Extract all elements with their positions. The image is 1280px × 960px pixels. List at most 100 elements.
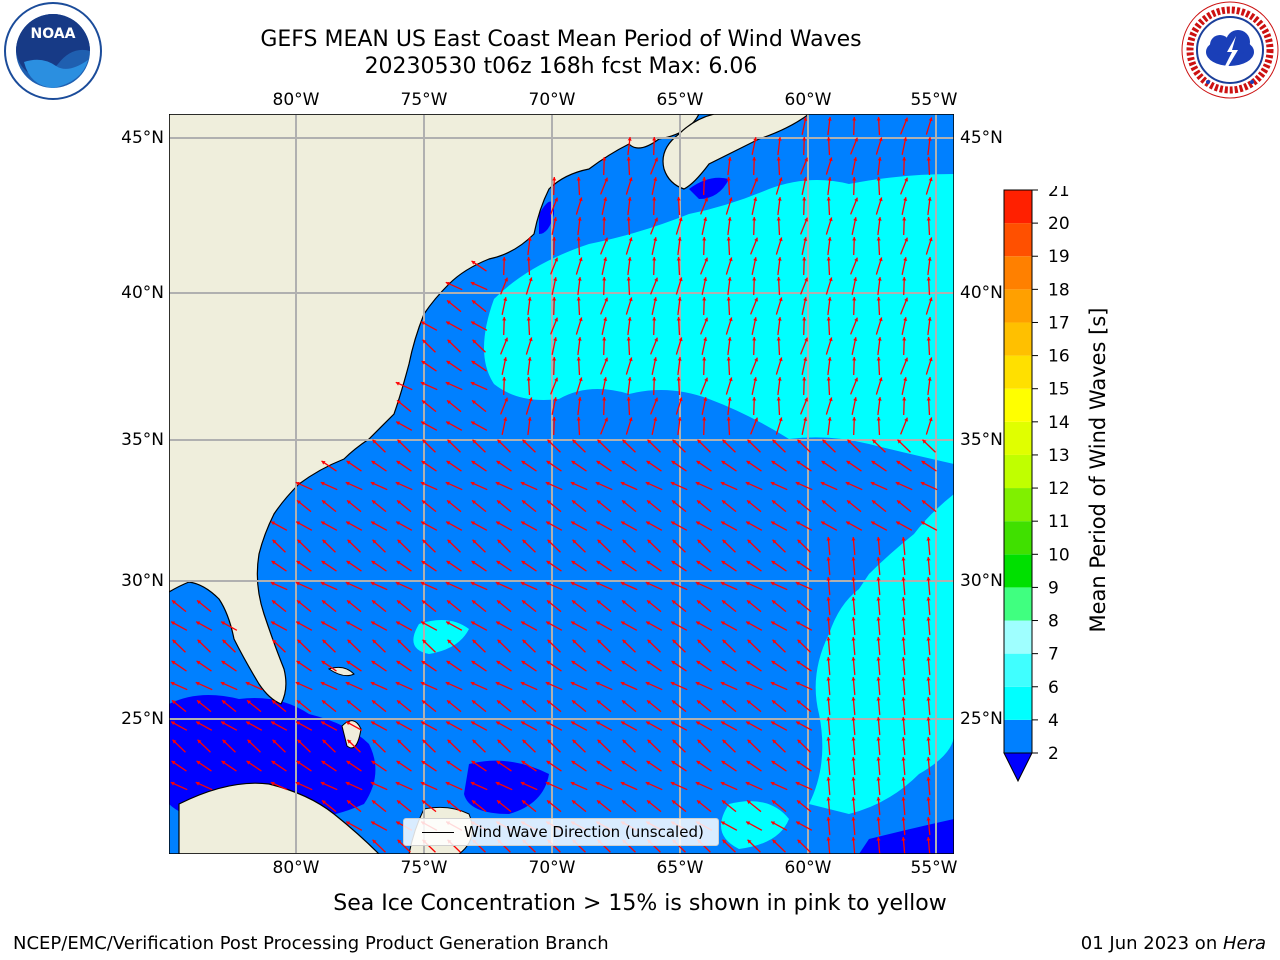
wave-arrow-head	[447, 339, 452, 344]
wave-arrow-head	[672, 600, 676, 605]
wave-arrow-head	[597, 500, 601, 505]
wave-arrow-head	[472, 739, 477, 744]
lon-tick-top-65w: 65°W	[656, 90, 704, 110]
wave-arrow-head	[471, 660, 476, 665]
colorbar-cell	[1004, 256, 1032, 290]
wave-arrow-head	[521, 721, 526, 726]
wave-arrow-head	[752, 157, 757, 161]
wave-arrow-head	[828, 277, 833, 282]
wave-arrow-head	[322, 739, 327, 744]
wave-arrow-head	[927, 257, 932, 261]
wave-arrow-head	[577, 397, 582, 401]
wave-arrow-head	[602, 337, 607, 341]
wave-arrow-head	[497, 700, 501, 705]
wave-arrow-head	[571, 760, 576, 765]
wave-arrow-head	[853, 397, 858, 401]
wave-arrow-head	[796, 560, 801, 565]
wave-arrow-head	[570, 681, 575, 686]
wave-arrow-head	[576, 237, 581, 241]
wave-arrow-head	[804, 337, 808, 342]
wave-arrow-head	[546, 660, 551, 665]
wave-arrow-head	[421, 321, 426, 326]
wave-arrow-head	[926, 157, 931, 161]
wave-arrow-head	[803, 297, 808, 301]
wave-arrow-head	[902, 217, 907, 221]
wave-arrow-head	[347, 539, 352, 544]
wave-arrow-head	[221, 660, 226, 665]
wave-arrow-head	[721, 460, 726, 465]
wave-arrow-head	[671, 760, 676, 765]
wave-arrow-head	[422, 539, 427, 544]
wave-arrow-head	[596, 660, 601, 665]
wave-arrow-head	[620, 481, 625, 486]
wave-arrow-head	[446, 721, 451, 726]
wave-arrow-head	[447, 600, 451, 605]
wave-arrow-head	[652, 257, 657, 261]
wave-arrow-head	[371, 660, 376, 665]
wave-arrow-head	[621, 760, 626, 765]
wave-arrow-head	[796, 760, 801, 765]
wave-arrow-head	[652, 317, 657, 321]
wave-arrow-head	[447, 800, 451, 805]
wave-arrow-head	[695, 581, 700, 586]
wave-arrow-head	[521, 621, 526, 626]
colorbar-cell	[1004, 521, 1032, 555]
wave-arrow-head	[547, 800, 551, 805]
wave-arrow-head	[496, 760, 501, 765]
wave-arrow-head	[604, 357, 608, 362]
wave-arrow-head	[347, 800, 351, 805]
wave-arrow-head	[220, 681, 225, 686]
wave-arrow-head	[503, 357, 508, 361]
wave-arrow-head	[471, 621, 476, 626]
wave-arrow-head	[645, 681, 650, 686]
wave-arrow-head	[422, 600, 426, 605]
wave-arrow-head	[171, 621, 176, 626]
colorbar-cell	[1004, 587, 1032, 621]
cyan-patch-bahamas	[413, 620, 469, 654]
wave-arrow-head	[728, 257, 733, 262]
wave-arrow-head	[776, 157, 781, 161]
wave-arrow-head	[396, 560, 401, 565]
wave-arrow-head	[471, 521, 476, 526]
wave-arrow-head	[421, 560, 426, 565]
wave-arrow-head	[747, 539, 752, 544]
wave-arrow-head	[521, 521, 526, 526]
wave-arrow-head	[497, 739, 502, 744]
wave-arrow-head	[270, 581, 275, 586]
wave-arrow-head	[897, 439, 902, 444]
wave-arrow-head	[772, 539, 777, 544]
wave-arrow-head	[421, 760, 426, 765]
wave-arrow-head	[596, 521, 601, 526]
wave-arrow-head	[697, 600, 701, 605]
wave-arrow-head	[653, 417, 658, 421]
wave-arrow-head	[346, 521, 351, 526]
wave-arrow-head	[928, 417, 933, 422]
graticule	[169, 114, 954, 854]
wave-arrow-head	[853, 337, 858, 341]
wave-arrow-head	[646, 560, 651, 565]
cyan-region-south2	[721, 801, 789, 849]
wave-arrow-head	[627, 197, 632, 201]
wave-arrow-head	[603, 197, 608, 201]
wave-arrow-head	[795, 481, 800, 486]
wave-arrow-head	[752, 337, 757, 341]
wave-arrow-head	[727, 277, 732, 281]
wave-arrow-head	[497, 539, 502, 544]
wave-arrow-head	[827, 417, 832, 421]
colorbar-tick-label: 7	[1048, 645, 1059, 665]
wave-arrow-head	[796, 721, 801, 726]
wave-arrow-head	[528, 277, 533, 282]
lat-tick-left-35n: 35°N	[121, 430, 164, 450]
wave-arrow-head	[621, 660, 626, 665]
wave-arrow-head	[395, 581, 400, 586]
wave-arrow-head	[745, 581, 750, 586]
wave-arrow-head	[897, 500, 901, 505]
wave-arrow-head	[901, 637, 906, 641]
dark-blue-ny-bight	[539, 201, 554, 234]
wave-arrow-head	[697, 539, 702, 544]
wave-arrow-head	[647, 439, 652, 444]
wave-arrow-head	[877, 217, 882, 221]
wave-arrow-head	[521, 660, 526, 665]
wave-arrow-head	[653, 297, 658, 301]
wave-arrow-head	[747, 439, 752, 444]
